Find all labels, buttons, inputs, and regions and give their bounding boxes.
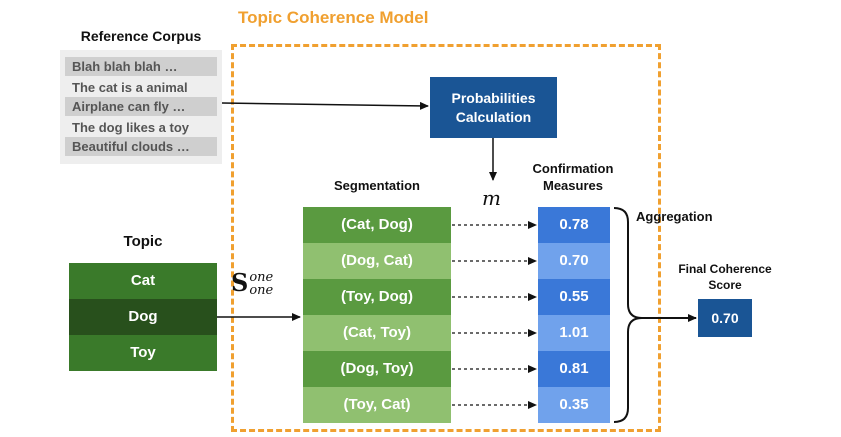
- segment-pair: (Dog, Toy): [303, 351, 451, 387]
- topic-word: Dog: [69, 299, 217, 335]
- final-score-value: 0.70: [698, 299, 752, 337]
- segment-pair: (Toy, Dog): [303, 279, 451, 315]
- probabilities-line2: Calculation: [455, 108, 532, 125]
- aggregation-brace: [613, 207, 643, 423]
- s-main: S: [231, 268, 249, 297]
- segment-pair: (Toy, Cat): [303, 387, 451, 423]
- corpus-line: The dog likes a toy: [72, 120, 190, 135]
- confirmation-value: 1.01: [538, 315, 610, 351]
- confirmation-value: 0.81: [538, 351, 610, 387]
- s-sup: one: [249, 269, 274, 285]
- confirmation-title-line2: Measures: [543, 178, 603, 193]
- corpus-to-prob-arrow: [221, 101, 429, 110]
- corpus-box: Blah blah blah … The cat is a animal Air…: [60, 50, 222, 164]
- s-sub: one: [249, 282, 274, 298]
- corpus-line: The cat is a animal: [72, 80, 188, 95]
- corpus-line: Blah blah blah …: [65, 57, 217, 76]
- confirmation-value: 0.35: [538, 387, 610, 423]
- corpus-title: Reference Corpus: [80, 28, 202, 44]
- segment-pair: (Cat, Toy): [303, 315, 451, 351]
- confirmation-title-line1: Confirmation: [532, 161, 614, 176]
- confirmation-title: Confirmation Measures: [520, 160, 626, 194]
- confirmation-value: 0.78: [538, 207, 610, 243]
- final-score-title: Final Coherence Score: [670, 261, 780, 293]
- topic-word: Cat: [69, 263, 217, 299]
- topic-title: Topic: [123, 233, 163, 250]
- probabilities-box: Probabilities Calculation: [430, 77, 557, 138]
- final-title-line1: Final Coherence: [678, 262, 772, 276]
- segment-pair: (Dog, Cat): [303, 243, 451, 279]
- segmentation-title: Segmentation: [334, 178, 420, 193]
- model-boundary: [231, 44, 661, 432]
- segment-pair: (Cat, Dog): [303, 207, 451, 243]
- topic-word: Toy: [69, 335, 217, 371]
- final-title-line2: Score: [708, 278, 742, 292]
- confirmation-value: 0.70: [538, 243, 610, 279]
- corpus-line: Airplane can fly …: [65, 97, 217, 116]
- confirmation-value: 0.55: [538, 279, 610, 315]
- aggregation-label: Aggregation: [636, 209, 713, 224]
- corpus-line: Beautiful clouds …: [65, 137, 217, 156]
- probabilities-line1: Probabilities: [451, 89, 536, 106]
- model-title: Topic Coherence Model: [238, 8, 429, 27]
- m-label: m: [482, 186, 501, 210]
